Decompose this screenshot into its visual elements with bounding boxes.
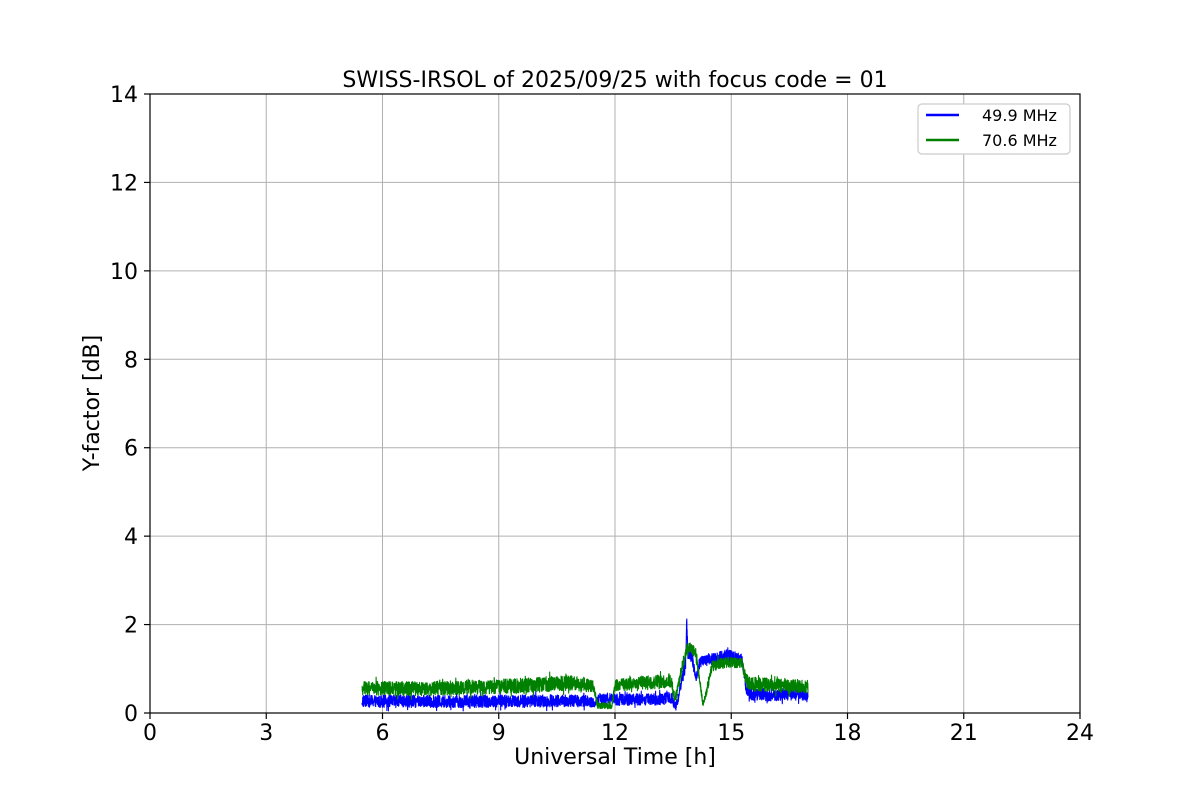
y-tick-label: 8	[124, 348, 138, 373]
legend-label-49-9mhz: 49.9 MHz	[982, 106, 1057, 125]
x-axis-label: Universal Time [h]	[514, 745, 716, 770]
chart-title: SWISS-IRSOL of 2025/09/25 with focus cod…	[342, 68, 887, 93]
y-tick-label: 4	[124, 525, 138, 550]
x-tick-label: 6	[376, 721, 390, 746]
legend-label-70-6mhz: 70.6 MHz	[982, 131, 1057, 150]
data-series-group	[361, 618, 809, 712]
y-tick-label: 6	[124, 437, 138, 462]
y-tick-label: 0	[124, 702, 138, 727]
y-tick-label: 10	[110, 260, 138, 285]
legend: 49.9 MHz 70.6 MHz	[917, 103, 1071, 155]
grid-lines	[150, 94, 1080, 713]
x-tick-label: 9	[492, 721, 506, 746]
series-line-1	[361, 642, 809, 710]
y-tick-label: 14	[110, 83, 138, 108]
x-tick-label: 18	[834, 721, 862, 746]
y-tick-label: 2	[124, 614, 138, 639]
x-tick-label: 24	[1066, 721, 1094, 746]
y-tick-label: 12	[110, 171, 138, 196]
x-tick-label: 0	[143, 721, 157, 746]
y-axis-label: Y-factor [dB]	[80, 335, 105, 472]
x-tick-label: 3	[259, 721, 273, 746]
series-line-0	[361, 618, 809, 712]
x-tick-label: 21	[950, 721, 978, 746]
legend-box	[917, 103, 1071, 155]
x-tick-label: 15	[717, 721, 745, 746]
x-tick-label: 12	[601, 721, 629, 746]
